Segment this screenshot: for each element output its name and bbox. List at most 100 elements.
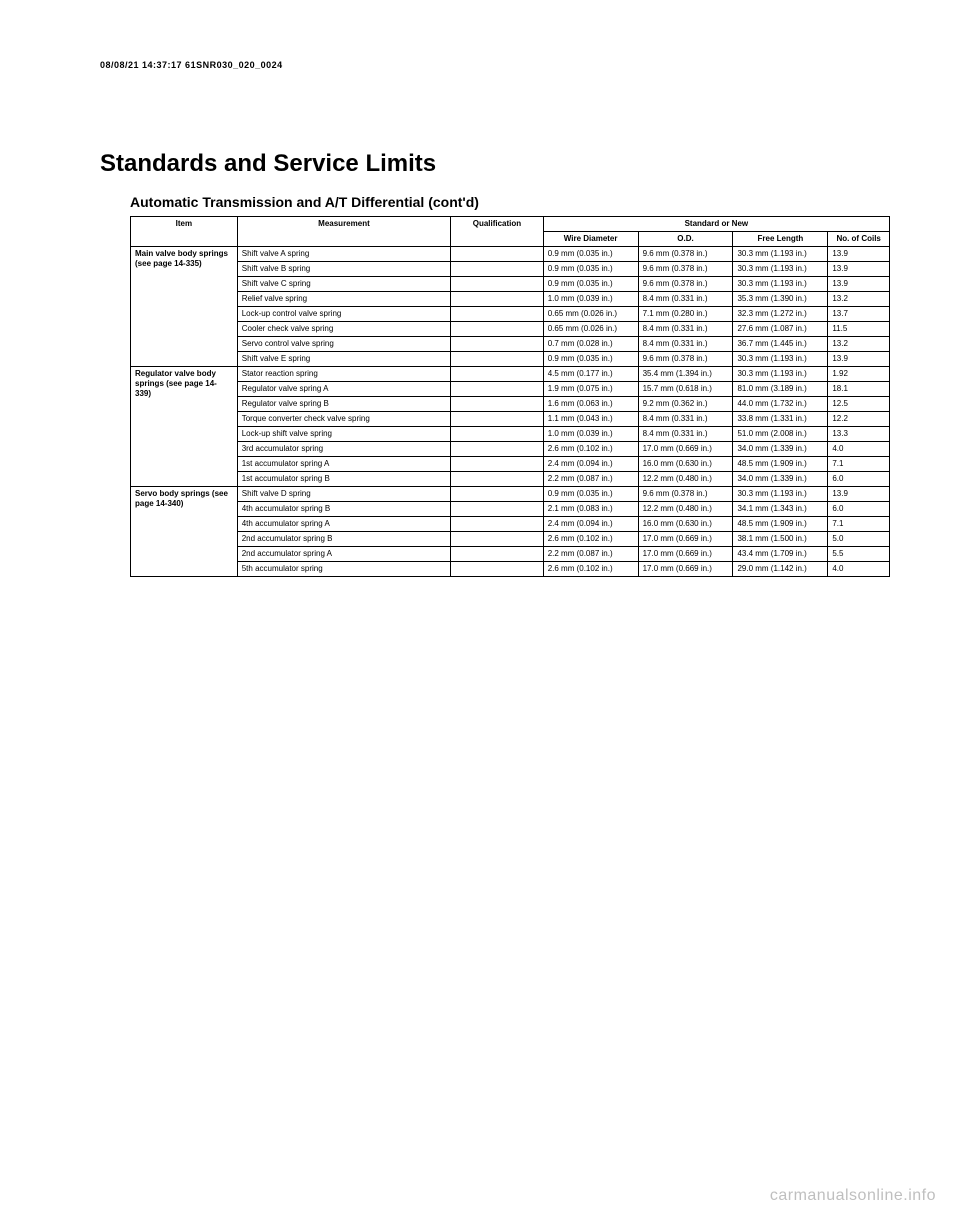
cell-wire-diameter: 0.65 mm (0.026 in.): [543, 307, 638, 322]
table-row: 2nd accumulator spring A2.2 mm (0.087 in…: [131, 547, 890, 562]
cell-od: 8.4 mm (0.331 in.): [638, 292, 733, 307]
cell-free-length: 34.0 mm (1.339 in.): [733, 472, 828, 487]
cell-measurement: Servo control valve spring: [237, 337, 450, 352]
cell-qualification: [451, 292, 544, 307]
table-row: Regulator valve spring B 1.6 mm (0.063 in…: [131, 397, 890, 412]
cell-measurement: Shift valve B spring: [237, 262, 450, 277]
cell-od: 15.7 mm (0.618 in.): [638, 382, 733, 397]
cell-od: 35.4 mm (1.394 in.): [638, 367, 733, 382]
cell-od: 9.6 mm (0.378 in.): [638, 352, 733, 367]
cell-coils: 13.2: [828, 337, 890, 352]
cell-wire-diameter: 1.0 mm (0.039 in.): [543, 292, 638, 307]
cell-measurement: Torque converter check valve spring: [237, 412, 450, 427]
cell-qualification: [451, 547, 544, 562]
cell-coils: 13.9: [828, 487, 890, 502]
cell-qualification: [451, 487, 544, 502]
watermark: carmanualsonline.info: [770, 1187, 936, 1205]
section-title: Automatic Transmission and A/T Different…: [130, 194, 890, 210]
table-row: 1st accumulator spring A2.4 mm (0.094 in…: [131, 457, 890, 472]
cell-od: 16.0 mm (0.630 in.): [638, 457, 733, 472]
cell-coils: 5.0: [828, 532, 890, 547]
cell-measurement: Shift valve E spring: [237, 352, 450, 367]
table-row: Regulator valve body springs (see page 1…: [131, 367, 890, 382]
cell-free-length: 48.5 mm (1.909 in.): [733, 517, 828, 532]
cell-free-length: 38.1 mm (1.500 in.): [733, 532, 828, 547]
table-row: Shift valve E spring0.9 mm (0.035 in.)9.…: [131, 352, 890, 367]
cell-measurement: Lock-up control valve spring: [237, 307, 450, 322]
cell-wire-diameter: 0.9 mm (0.035 in.): [543, 487, 638, 502]
cell-coils: 13.9: [828, 277, 890, 292]
cell-wire-diameter: 0.9 mm (0.035 in.): [543, 247, 638, 262]
cell-od: 8.4 mm (0.331 in.): [638, 427, 733, 442]
cell-wire-diameter: 2.4 mm (0.094 in.): [543, 457, 638, 472]
cell-coils: 11.5: [828, 322, 890, 337]
table-head: Item Measurement Qualification Standard …: [131, 217, 890, 247]
cell-wire-diameter: 2.4 mm (0.094 in.): [543, 517, 638, 532]
cell-free-length: 34.0 mm (1.339 in.): [733, 442, 828, 457]
table-row: 1st accumulator spring B2.2 mm (0.087 in…: [131, 472, 890, 487]
table-row: 3rd accumulator spring2.6 mm (0.102 in.)…: [131, 442, 890, 457]
cell-od: 17.0 mm (0.669 in.): [638, 547, 733, 562]
cell-qualification: [451, 277, 544, 292]
col-qualification-header: Qualification: [451, 217, 544, 247]
cell-coils: 7.1: [828, 517, 890, 532]
table-row: Cooler check valve spring0.65 mm (0.026 …: [131, 322, 890, 337]
cell-od: 17.0 mm (0.669 in.): [638, 562, 733, 577]
cell-measurement: Regulator valve spring B: [237, 397, 450, 412]
cell-coils: 1.92: [828, 367, 890, 382]
spec-table: Item Measurement Qualification Standard …: [130, 216, 890, 577]
cell-coils: 13.3: [828, 427, 890, 442]
cell-coils: 13.9: [828, 247, 890, 262]
table-header-row-1: Item Measurement Qualification Standard …: [131, 217, 890, 232]
cell-free-length: 29.0 mm (1.142 in.): [733, 562, 828, 577]
header-meta: 08/08/21 14:37:17 61SNR030_020_0024: [100, 60, 283, 70]
cell-item: Regulator valve body springs (see page 1…: [131, 367, 238, 487]
cell-wire-diameter: 2.2 mm (0.087 in.): [543, 547, 638, 562]
cell-qualification: [451, 247, 544, 262]
cell-qualification: [451, 382, 544, 397]
cell-measurement: 3rd accumulator spring: [237, 442, 450, 457]
cell-free-length: 35.3 mm (1.390 in.): [733, 292, 828, 307]
table-row: 4th accumulator spring B2.1 mm (0.083 in…: [131, 502, 890, 517]
cell-measurement: Shift valve D spring: [237, 487, 450, 502]
table-row: 4th accumulator spring A2.4 mm (0.094 in…: [131, 517, 890, 532]
cell-free-length: 30.3 mm (1.193 in.): [733, 277, 828, 292]
cell-od: 17.0 mm (0.669 in.): [638, 442, 733, 457]
cell-od: 7.1 mm (0.280 in.): [638, 307, 733, 322]
table-row: Shift valve C spring0.9 mm (0.035 in.)9.…: [131, 277, 890, 292]
table-row: Shift valve B spring0.9 mm (0.035 in.)9.…: [131, 262, 890, 277]
cell-wire-diameter: 0.9 mm (0.035 in.): [543, 262, 638, 277]
cell-qualification: [451, 307, 544, 322]
cell-free-length: 30.3 mm (1.193 in.): [733, 367, 828, 382]
table-row: Lock-up shift valve spring1.0 mm (0.039 …: [131, 427, 890, 442]
cell-measurement: Relief valve spring: [237, 292, 450, 307]
cell-free-length: 32.3 mm (1.272 in.): [733, 307, 828, 322]
cell-free-length: 33.8 mm (1.331 in.): [733, 412, 828, 427]
cell-wire-diameter: 1.1 mm (0.043 in.): [543, 412, 638, 427]
cell-coils: 6.0: [828, 472, 890, 487]
cell-wire-diameter: 1.9 mm (0.075 in.): [543, 382, 638, 397]
cell-free-length: 30.3 mm (1.193 in.): [733, 487, 828, 502]
col-standard-new-header: Standard or New: [543, 217, 889, 232]
cell-free-length: 81.0 mm (3.189 in.): [733, 382, 828, 397]
page: 08/08/21 14:37:17 61SNR030_020_0024 Stan…: [0, 0, 960, 1223]
cell-wire-diameter: 1.0 mm (0.039 in.): [543, 427, 638, 442]
cell-item: Main valve body springs (see page 14-335…: [131, 247, 238, 367]
cell-wire-diameter: 1.6 mm (0.063 in.): [543, 397, 638, 412]
cell-qualification: [451, 517, 544, 532]
cell-qualification: [451, 262, 544, 277]
cell-free-length: 36.7 mm (1.445 in.): [733, 337, 828, 352]
cell-free-length: 30.3 mm (1.193 in.): [733, 352, 828, 367]
cell-qualification: [451, 472, 544, 487]
cell-coils: 12.2: [828, 412, 890, 427]
cell-wire-diameter: 2.6 mm (0.102 in.): [543, 532, 638, 547]
cell-free-length: 43.4 mm (1.709 in.): [733, 547, 828, 562]
col-coils-header: No. of Coils: [828, 232, 890, 247]
cell-od: 12.2 mm (0.480 in.): [638, 502, 733, 517]
cell-qualification: [451, 457, 544, 472]
cell-coils: 13.2: [828, 292, 890, 307]
cell-free-length: 27.6 mm (1.087 in.): [733, 322, 828, 337]
cell-measurement: Shift valve C spring: [237, 277, 450, 292]
cell-qualification: [451, 367, 544, 382]
cell-wire-diameter: 4.5 mm (0.177 in.): [543, 367, 638, 382]
